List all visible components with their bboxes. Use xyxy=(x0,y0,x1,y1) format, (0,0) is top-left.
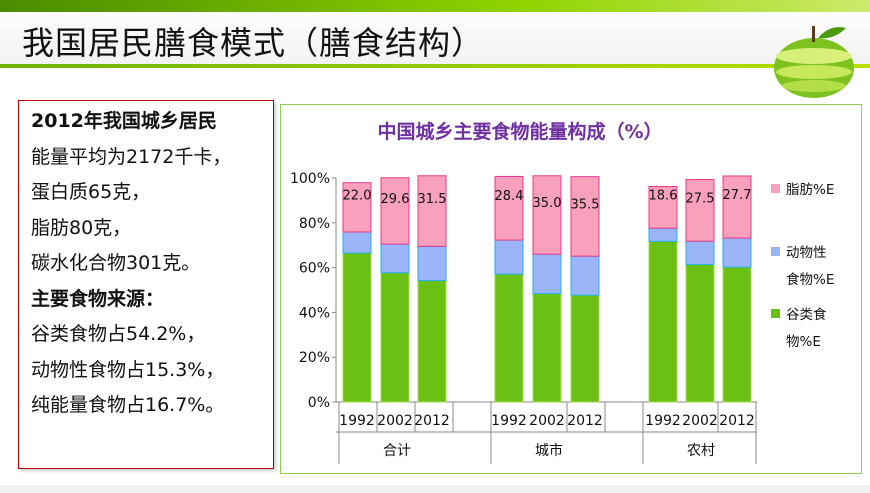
data-label: 27.7 xyxy=(723,188,752,203)
legend-label: 谷类食 xyxy=(786,306,827,323)
stacked-bar-chart: 0% 20% 40% 60% 80% 100% 22.0 1992 29.6 2002 31.5 20… xyxy=(290,171,834,464)
data-label: 28.4 xyxy=(495,189,524,204)
page-title: 我国居民膳食模式（膳食结构） xyxy=(22,24,485,62)
summary-line: 纯能量食物占16.7%。 xyxy=(31,394,225,416)
x-tick-label: 2012 xyxy=(567,413,603,429)
bar-segment xyxy=(494,239,524,275)
summary-line: 碳水化合物301克。 xyxy=(31,252,201,274)
bar-segment xyxy=(532,293,562,403)
bar-segment xyxy=(685,263,715,403)
bar-segment xyxy=(494,273,524,403)
legend-label: 食物%E xyxy=(786,271,834,288)
bar-segment xyxy=(722,175,752,239)
chart-panel: 中国城乡主要食物能量构成（%） 0% 20% 40% 60% 80% 100% 22.0 19… xyxy=(280,104,862,474)
data-label: 27.5 xyxy=(686,191,715,206)
y-tick-label: 40% xyxy=(299,305,330,321)
y-tick-label: 0% xyxy=(308,395,330,411)
bar-segment xyxy=(380,272,410,403)
bar-segment xyxy=(342,182,372,233)
bar-segment xyxy=(417,245,447,282)
bar-segment xyxy=(380,177,410,245)
legend-label: 脂肪%E xyxy=(786,182,834,198)
bar-segment xyxy=(532,253,562,295)
y-tick-label: 60% xyxy=(299,261,330,277)
x-tick-label: 1992 xyxy=(491,413,527,429)
bar-segment xyxy=(648,240,678,403)
bar-segment xyxy=(570,294,600,403)
bar-segment xyxy=(685,179,715,242)
legend-swatch xyxy=(771,309,780,318)
x-tick-label: 1992 xyxy=(645,413,681,429)
chart-title: 中国城乡主要食物能量构成（%） xyxy=(377,121,663,143)
legend-label: 动物性 xyxy=(786,245,827,261)
bar-segment xyxy=(417,280,447,403)
footer-band xyxy=(0,485,870,493)
y-tick-label: 20% xyxy=(299,350,330,366)
legend-label: 物%E xyxy=(786,334,821,350)
summary-line: 蛋白质65克， xyxy=(31,181,151,203)
bar-segment xyxy=(570,255,600,296)
legend-swatch xyxy=(771,184,780,193)
bar-segment xyxy=(685,240,715,265)
x-tick-label: 2012 xyxy=(719,413,755,429)
group-label: 合计 xyxy=(383,443,411,459)
x-tick-label: 2002 xyxy=(682,413,718,429)
summary-line: 脂肪80克， xyxy=(31,216,132,239)
x-tick-label: 1992 xyxy=(339,413,375,429)
bar-segment xyxy=(417,175,447,247)
summary-line: 动物性食物占15.3%， xyxy=(31,358,225,381)
bar-segment xyxy=(342,231,372,254)
data-label: 18.6 xyxy=(649,188,678,203)
bar-segment xyxy=(570,176,600,257)
bar-segment xyxy=(342,252,372,403)
data-label: 29.6 xyxy=(381,192,410,207)
summary-line: 2012年我国城乡居民 xyxy=(31,110,217,132)
bar-segment xyxy=(532,175,562,255)
data-label: 35.0 xyxy=(533,196,562,211)
bar-segment xyxy=(648,186,678,229)
summary-line: 能量平均为2172千卡， xyxy=(31,145,232,168)
data-label: 22.0 xyxy=(343,188,372,203)
summary-line: 主要食物来源： xyxy=(31,287,165,310)
x-tick-label: 2002 xyxy=(529,413,565,429)
bar-segment xyxy=(648,227,678,242)
bar-segment xyxy=(380,243,410,274)
y-tick-label: 100% xyxy=(290,171,330,187)
x-tick-label: 2012 xyxy=(414,413,450,429)
data-label: 31.5 xyxy=(418,192,447,207)
group-label: 城市 xyxy=(535,442,563,459)
group-label: 农村 xyxy=(687,443,715,459)
bar-segment xyxy=(722,237,752,268)
summary-panel: 2012年我国城乡居民 能量平均为2172千卡， 蛋白质65克， 脂肪80克， 碳水化合… xyxy=(18,100,274,469)
bar-segment xyxy=(494,175,524,241)
top-green-bar xyxy=(0,0,870,12)
legend-swatch xyxy=(771,247,780,256)
bar-segment xyxy=(722,266,752,403)
header-divider xyxy=(0,64,870,68)
y-tick-label: 80% xyxy=(299,216,330,232)
x-tick-label: 2002 xyxy=(377,413,413,429)
apple-icon xyxy=(774,26,854,98)
data-label: 35.5 xyxy=(571,197,600,212)
summary-line: 谷类食物占54.2%， xyxy=(31,323,206,345)
